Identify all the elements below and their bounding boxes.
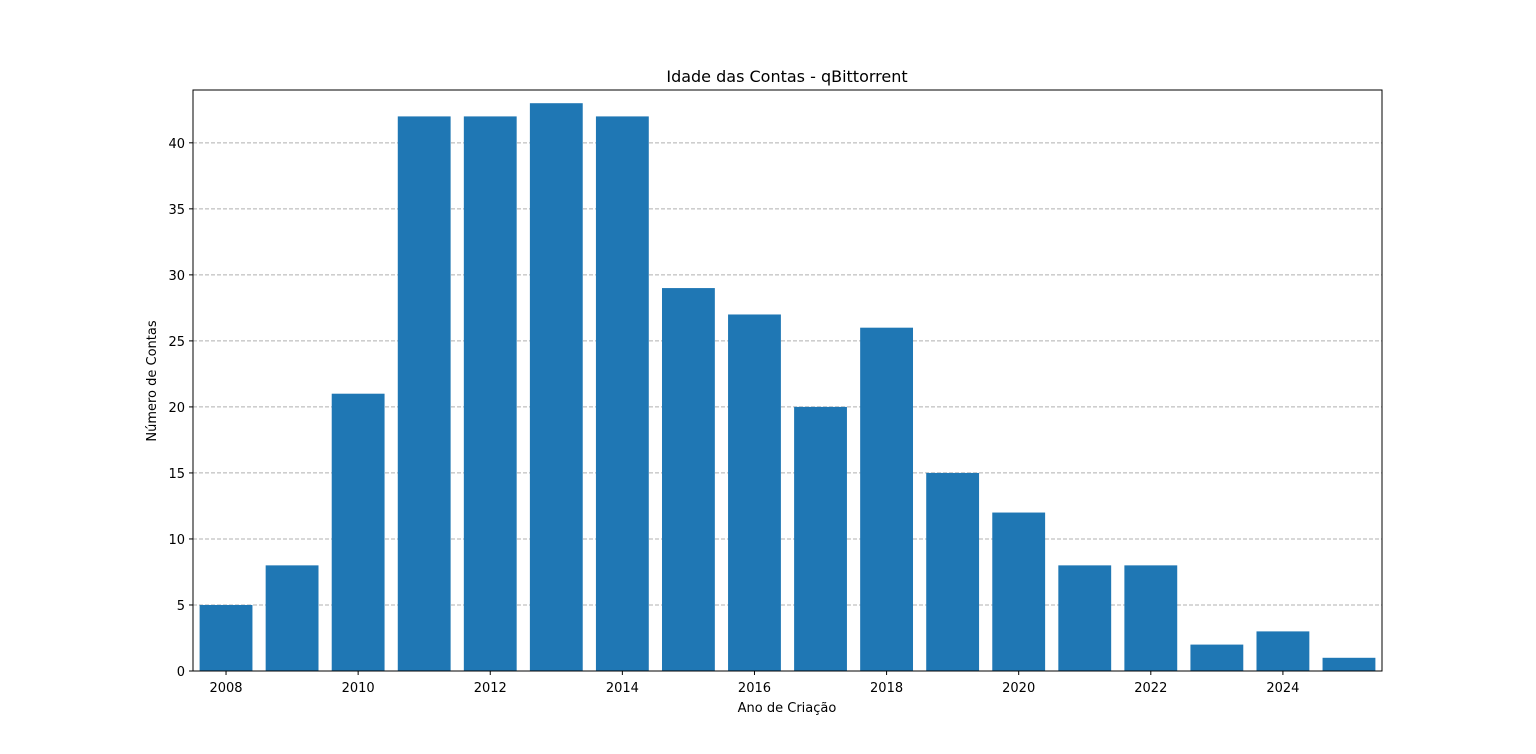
bar xyxy=(1322,657,1376,671)
y-tick-label: 10 xyxy=(168,533,185,548)
x-tick-label: 2024 xyxy=(1266,681,1299,696)
bar xyxy=(331,393,385,671)
chart-title: Idade das Contas - qBittorrent xyxy=(666,67,907,86)
y-axis-ticks: 0 5 10 15 20 25 30 35 40 xyxy=(168,137,193,680)
x-tick-label: 2018 xyxy=(870,681,903,696)
x-tick-label: 2022 xyxy=(1134,681,1167,696)
bar xyxy=(1124,565,1178,671)
bar xyxy=(595,116,649,672)
y-axis-label: Número de Contas xyxy=(145,320,160,441)
x-tick-label: 2010 xyxy=(342,681,375,696)
bar xyxy=(199,604,253,671)
plot-frame xyxy=(192,89,1383,672)
bar xyxy=(794,406,847,671)
x-axis-ticks: 2008 2010 2012 2014 2016 2018 2020 2022 2024 xyxy=(209,671,1299,696)
y-tick-label: 40 xyxy=(168,137,185,152)
bar xyxy=(397,116,451,672)
bar xyxy=(1058,565,1112,671)
y-tick-label: 20 xyxy=(168,401,185,416)
bar xyxy=(728,314,781,671)
x-tick-label: 2020 xyxy=(1002,681,1035,696)
y-tick-label: 25 xyxy=(168,335,185,350)
bar xyxy=(265,565,319,671)
y-tick-label: 5 xyxy=(177,599,185,614)
y-tick-label: 0 xyxy=(177,665,185,680)
bar xyxy=(529,103,583,672)
bar xyxy=(1190,644,1244,671)
x-tick-label: 2014 xyxy=(606,681,639,696)
bar xyxy=(992,512,1046,671)
x-tick-label: 2012 xyxy=(474,681,507,696)
x-tick-label: 2016 xyxy=(738,681,771,696)
x-axis-label: Ano de Criação xyxy=(738,701,837,716)
bars xyxy=(199,103,1376,672)
y-tick-label: 30 xyxy=(168,269,185,284)
bar xyxy=(463,116,517,672)
bar xyxy=(926,472,980,671)
bar xyxy=(1256,631,1310,671)
bar xyxy=(860,327,914,671)
x-tick-label: 2008 xyxy=(209,681,242,696)
grid-lines xyxy=(193,142,1382,606)
y-tick-label: 35 xyxy=(168,203,185,218)
y-tick-label: 15 xyxy=(168,467,185,482)
bar xyxy=(661,288,715,671)
